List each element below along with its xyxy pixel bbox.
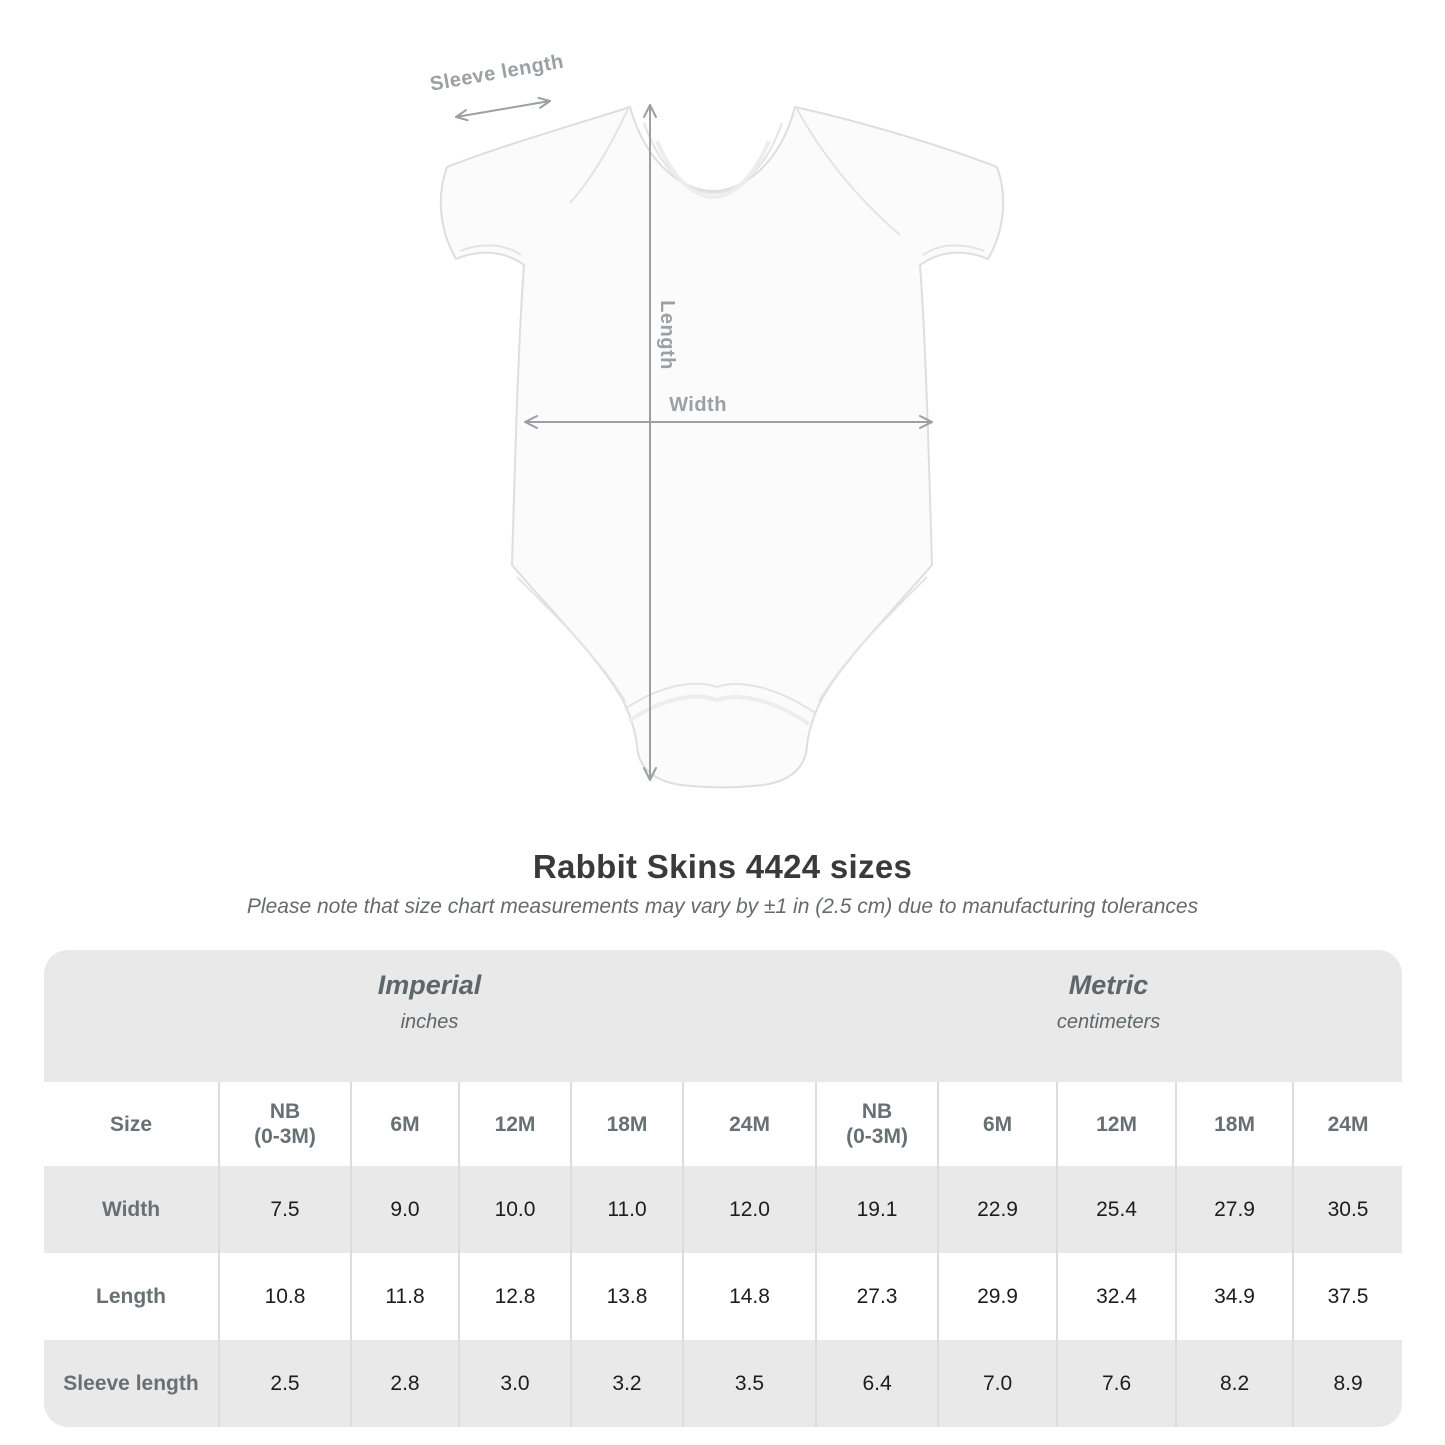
- col-header-12m-metric: 12M: [1056, 1082, 1176, 1166]
- width-value-cell: 12.0: [682, 1166, 816, 1253]
- length-arrow: [643, 104, 657, 781]
- width-value-cell: 27.9: [1175, 1166, 1293, 1253]
- bodysuit-outline: [439, 105, 1005, 789]
- width-arrow: [524, 415, 933, 429]
- tolerance-note: Please note that size chart measurements…: [246, 895, 1199, 918]
- length-value-cell: 32.4: [1056, 1253, 1176, 1340]
- page-title: Rabbit Skins 4424 sizes: [532, 848, 913, 885]
- sleeve-length-value-cell: 6.4: [815, 1340, 938, 1427]
- col-header-24m-imperial: 24M: [682, 1082, 816, 1166]
- size-table-container: Imperial inches Metric centimeters Size …: [44, 950, 1402, 1427]
- length-value-cell: 14.8: [682, 1253, 816, 1340]
- length-value-cell: 29.9: [937, 1253, 1057, 1340]
- col-header-6m-imperial: 6M: [350, 1082, 458, 1166]
- crotch-flap-inner-line: [627, 694, 811, 726]
- col-header-18m-metric: 18M: [1175, 1082, 1293, 1166]
- length-value-cell: 11.8: [350, 1253, 458, 1340]
- width-row: Width 7.5 9.0 10.0 11.0 12.0 19.1 22.9 2…: [44, 1166, 1402, 1253]
- right-shoulder-fold-line: [796, 108, 901, 236]
- sleeve-length-arrow-label: Sleeve length: [428, 50, 565, 95]
- width-value-cell: 25.4: [1056, 1166, 1176, 1253]
- length-arrow-label: Length: [656, 300, 678, 370]
- sleeve-length-value-cell: 2.8: [350, 1340, 458, 1427]
- width-value-cell: 7.5: [218, 1166, 350, 1253]
- length-value-cell: 12.8: [458, 1253, 570, 1340]
- sleeve-length-value-cell: 7.6: [1056, 1340, 1176, 1427]
- imperial-label: Imperial: [377, 970, 482, 1000]
- length-value-cell: 27.3: [815, 1253, 938, 1340]
- row-label-width: Width: [44, 1166, 218, 1253]
- imperial-group-header: Imperial inches: [44, 950, 816, 1082]
- metric-label: Metric: [1068, 970, 1149, 1000]
- imperial-unit-label: inches: [400, 1011, 459, 1033]
- metric-group-header: Metric centimeters: [815, 950, 1402, 1082]
- col-header-6m-metric: 6M: [937, 1082, 1057, 1166]
- length-value-cell: 13.8: [570, 1253, 682, 1340]
- col-header-nb-imperial: NB (0-3M): [218, 1082, 350, 1166]
- sleeve-length-value-cell: 8.9: [1292, 1340, 1402, 1427]
- sleeve-length-value-cell: 7.0: [937, 1340, 1057, 1427]
- width-value-cell: 11.0: [570, 1166, 682, 1253]
- bodysuit-diagram: Sleeve length Length Width: [428, 50, 1005, 789]
- sleeve-length-value-cell: 3.0: [458, 1340, 570, 1427]
- length-row: Length 10.8 11.8 12.8 13.8 14.8 27.3 29.…: [44, 1253, 1402, 1340]
- width-value-cell: 19.1: [815, 1166, 938, 1253]
- length-value-cell: 10.8: [218, 1253, 350, 1340]
- unit-group-row: Imperial inches Metric centimeters: [44, 950, 1402, 1082]
- sleeve-length-value-cell: 8.2: [1175, 1340, 1293, 1427]
- sleeve-length-value-cell: 2.5: [218, 1340, 350, 1427]
- size-header-row: Size NB (0-3M) 6M 12M 18M 24M NB (0-3M) 6M…: [44, 1082, 1402, 1166]
- length-value-cell: 37.5: [1292, 1253, 1402, 1340]
- row-label-sleeve-length: Sleeve length: [44, 1340, 218, 1427]
- width-value-cell: 10.0: [458, 1166, 570, 1253]
- size-corner-header: Size: [44, 1082, 218, 1166]
- width-value-cell: 30.5: [1292, 1166, 1402, 1253]
- sleeve-length-arrow: [455, 96, 551, 122]
- collar-inner-line: [655, 140, 771, 200]
- left-leg-binding-line: [516, 576, 626, 702]
- right-leg-binding-line: [818, 576, 928, 702]
- width-value-cell: 22.9: [937, 1166, 1057, 1253]
- crotch-flap-line: [624, 682, 816, 714]
- left-shoulder-fold-line: [569, 108, 629, 204]
- sleeve-length-value-cell: 3.5: [682, 1340, 816, 1427]
- size-table: Imperial inches Metric centimeters Size …: [44, 950, 1402, 1427]
- sleeve-length-row: Sleeve length 2.5 2.8 3.0 3.2 3.5 6.4 7.…: [44, 1340, 1402, 1427]
- col-header-12m-imperial: 12M: [458, 1082, 570, 1166]
- right-sleeve-hem-line: [922, 244, 985, 256]
- width-arrow-label: Width: [669, 394, 727, 416]
- sleeve-length-value-cell: 3.2: [570, 1340, 682, 1427]
- collar-binding-line: [643, 122, 783, 195]
- left-sleeve-hem-line: [459, 244, 522, 256]
- col-header-nb-metric: NB (0-3M): [815, 1082, 938, 1166]
- col-header-24m-metric: 24M: [1292, 1082, 1402, 1166]
- metric-unit-label: centimeters: [1056, 1011, 1161, 1033]
- row-label-length: Length: [44, 1253, 218, 1340]
- length-value-cell: 34.9: [1175, 1253, 1293, 1340]
- col-header-18m-imperial: 18M: [570, 1082, 682, 1166]
- width-value-cell: 9.0: [350, 1166, 458, 1253]
